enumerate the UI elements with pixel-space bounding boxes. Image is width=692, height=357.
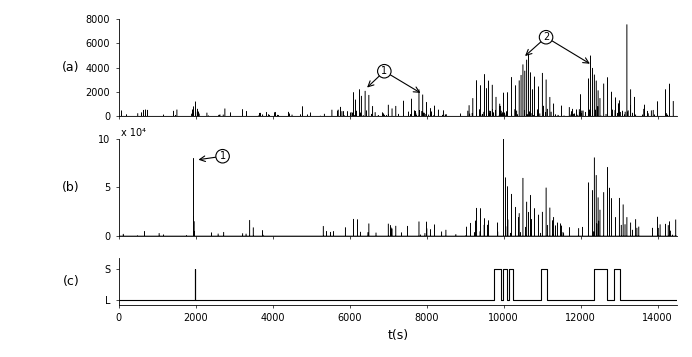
Text: 1: 1 <box>381 66 388 76</box>
X-axis label: t(s): t(s) <box>388 329 408 342</box>
Text: (a): (a) <box>62 61 80 74</box>
Text: x 10⁴: x 10⁴ <box>121 128 147 138</box>
Text: 1: 1 <box>219 151 226 161</box>
Text: (b): (b) <box>62 181 80 194</box>
Text: (c): (c) <box>63 275 80 288</box>
Text: 2: 2 <box>543 32 549 42</box>
